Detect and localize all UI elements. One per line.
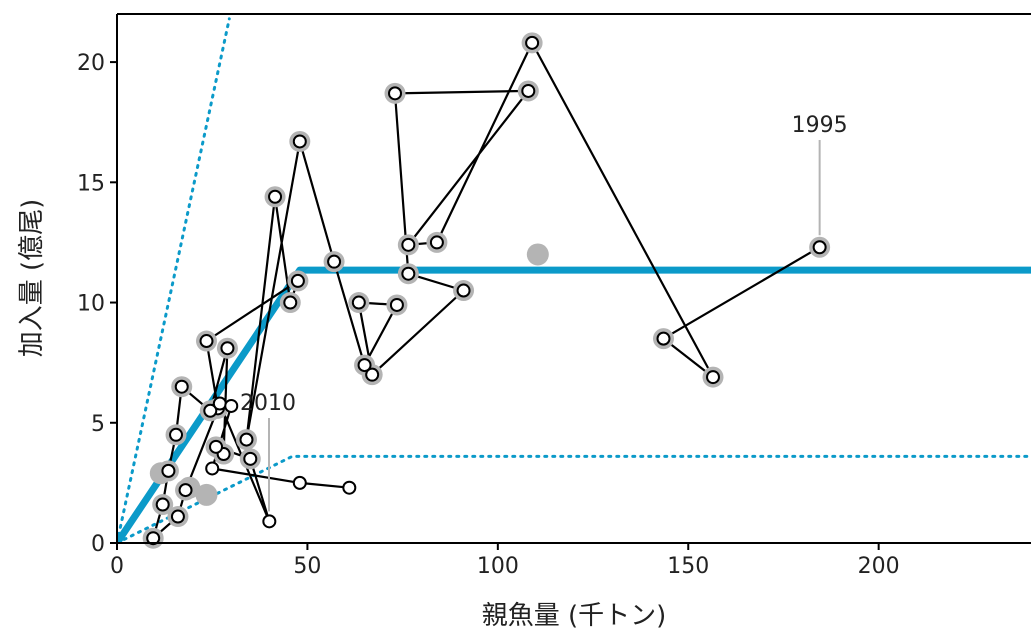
data-point (525, 35, 540, 50)
halo-point (195, 483, 218, 506)
x-tick-label: 0 (110, 554, 124, 579)
data-point (146, 531, 161, 546)
data-point (429, 235, 444, 250)
data-point (239, 432, 254, 447)
data-point (401, 237, 416, 252)
data-point (521, 83, 536, 98)
data-point (178, 483, 193, 498)
data-point (351, 295, 366, 310)
data-point (290, 273, 305, 288)
x-tick-label: 100 (477, 554, 519, 579)
data-point (812, 240, 827, 255)
data-point (706, 370, 721, 385)
data-point (262, 514, 277, 529)
x-axis-title: 親魚量 (千トン) (482, 601, 667, 631)
data-point (199, 334, 214, 349)
y-tick-label: 0 (91, 532, 105, 557)
data-point (203, 403, 218, 418)
data-point (243, 451, 258, 466)
data-point (292, 134, 307, 149)
data-point (205, 461, 220, 476)
data-point (220, 341, 235, 356)
data-point (456, 283, 471, 298)
data-point (327, 254, 342, 269)
data-point (342, 480, 357, 495)
data-point (389, 297, 404, 312)
data-point (209, 439, 224, 454)
hockey-stick-line (117, 266, 1031, 543)
y-tick-label: 10 (77, 292, 105, 317)
annotation-label-2010: 2010 (240, 391, 296, 416)
x-tick-label: 150 (667, 554, 709, 579)
data-point (388, 86, 403, 101)
data-point (169, 427, 184, 442)
data-point (268, 189, 283, 204)
points-layer (142, 32, 831, 549)
data-point (292, 475, 307, 490)
data-point (155, 497, 170, 512)
data-point (170, 509, 185, 524)
data-point (174, 379, 189, 394)
y-tick-label: 20 (77, 51, 105, 76)
data-point (212, 396, 227, 411)
y-tick-label: 5 (91, 412, 105, 437)
data-point (365, 367, 380, 382)
data-point (357, 358, 372, 373)
data-point (283, 295, 298, 310)
axes-layer: 0 50 100 150 200 0 5 10 15 20 (77, 13, 1031, 579)
data-point (224, 398, 239, 413)
annotation-label-1995: 1995 (792, 113, 848, 138)
y-tick-label: 15 (77, 171, 105, 196)
upper-bound-dotted-line (117, 17, 231, 543)
halo-point (526, 243, 549, 266)
data-point (161, 463, 176, 478)
data-point (656, 331, 671, 346)
annotations-layer: 1995 2010 (240, 113, 848, 512)
x-tick-label: 200 (858, 554, 900, 579)
y-axis-title: 加入量 (億尾) (17, 199, 47, 358)
x-tick-label: 50 (293, 554, 321, 579)
data-point (401, 266, 416, 281)
